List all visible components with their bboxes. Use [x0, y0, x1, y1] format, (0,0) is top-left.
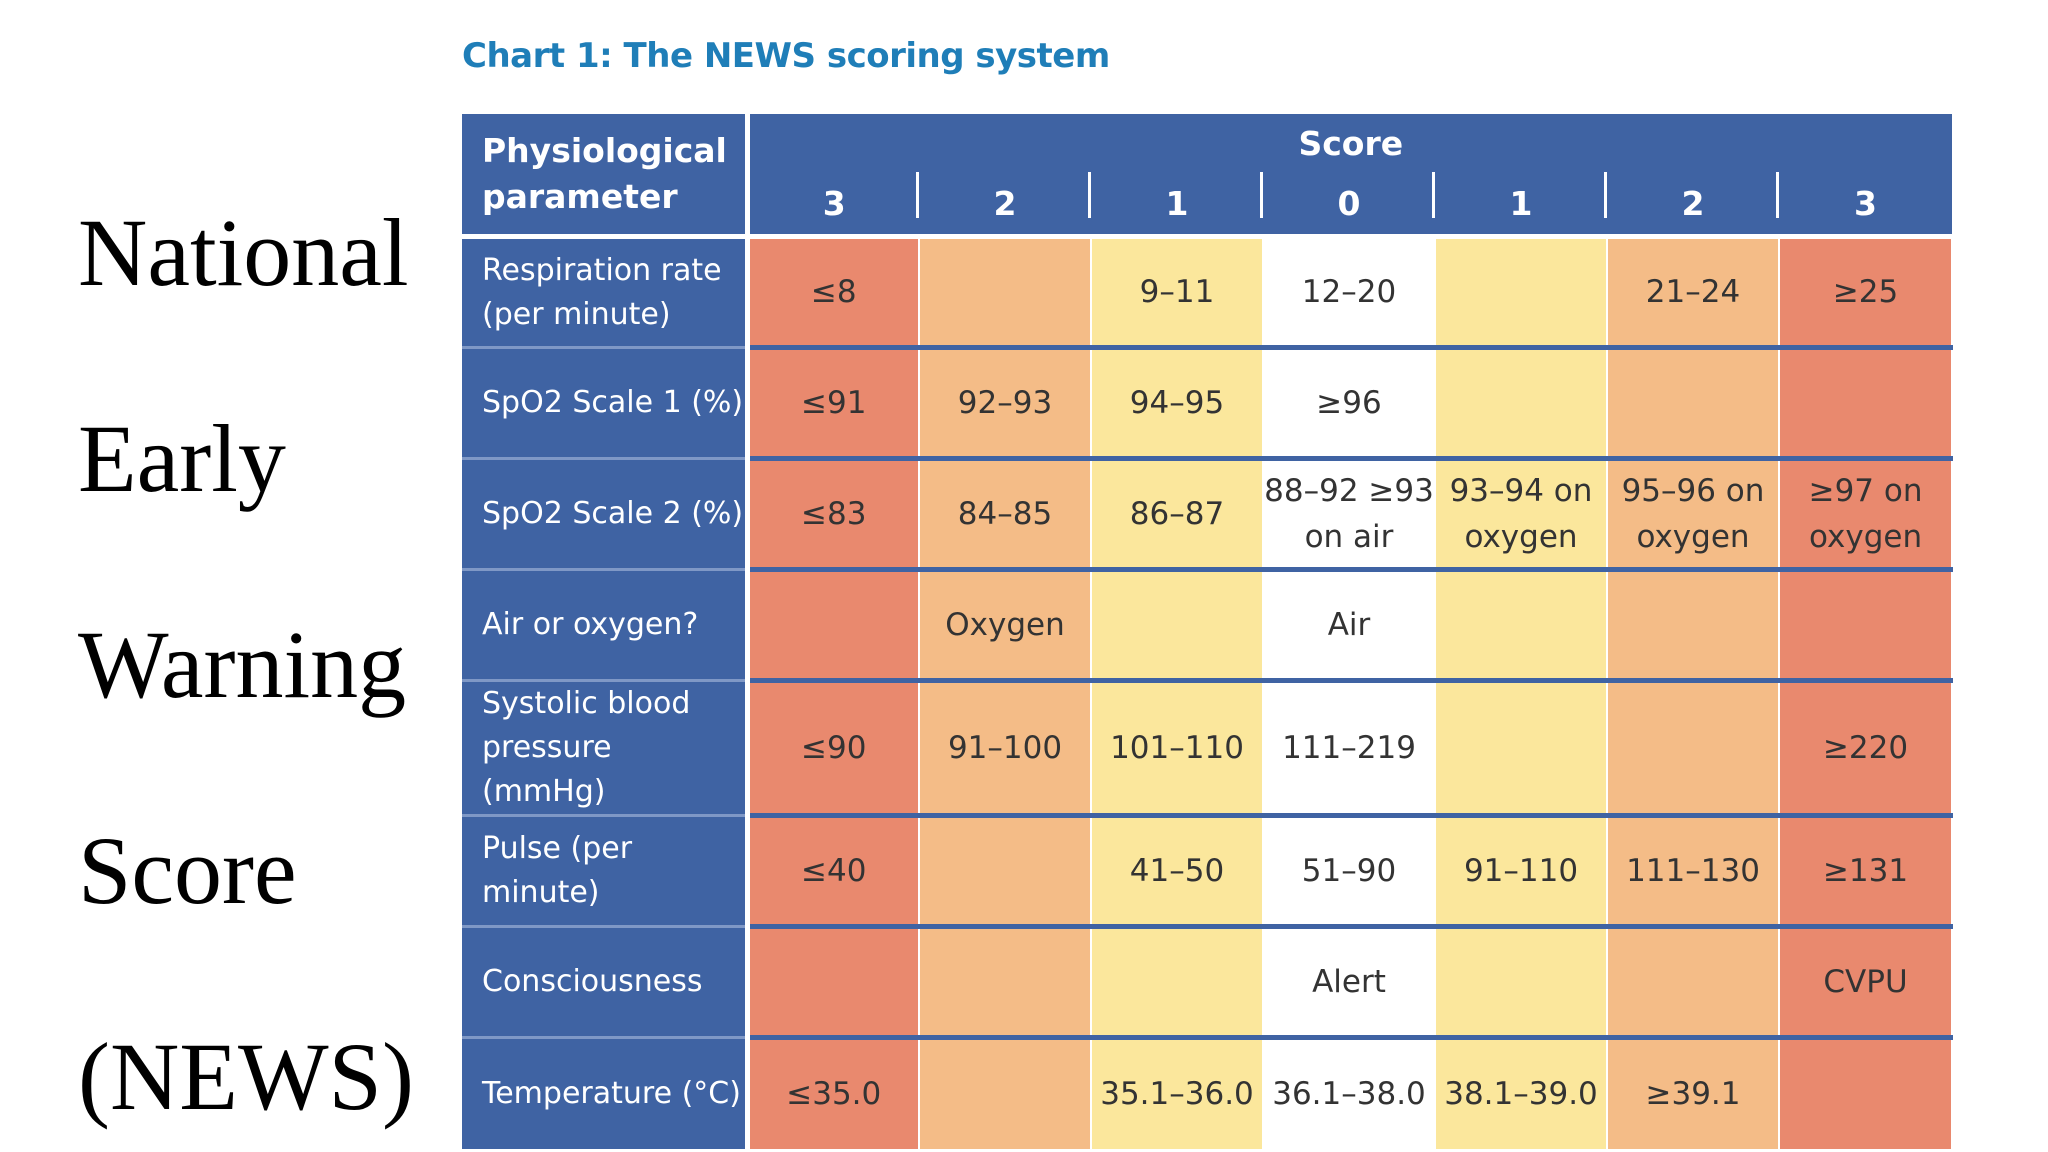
score-cell: [918, 1035, 1092, 1149]
score-cell: [1434, 234, 1608, 348]
side-title-line: (NEWS): [78, 1023, 414, 1130]
parameter-label: Air or oxygen?: [462, 568, 750, 681]
parameter-label: Temperature (°C): [462, 1036, 750, 1149]
score-cell: CVPU: [1777, 924, 1954, 1038]
score-cell: 92–93: [918, 345, 1092, 459]
score-cell: [1434, 345, 1608, 459]
score-cell: [1606, 678, 1780, 816]
score-cell: [918, 813, 1092, 927]
parameter-label: SpO2 Scale 1 (%): [462, 346, 750, 459]
score-cell: 84–85: [918, 456, 1092, 570]
score-cell: ≥96: [1262, 345, 1436, 459]
score-cell: 111–219: [1262, 678, 1436, 816]
score-cell: [918, 924, 1092, 1038]
score-cell: ≤90: [746, 678, 920, 816]
score-cell: [1606, 924, 1780, 1038]
score-cell: 111–130: [1606, 813, 1780, 927]
parameter-label: Systolic blood pressure (mmHg): [462, 679, 750, 816]
parameter-label: Consciousness: [462, 925, 750, 1038]
score-cell: [918, 234, 1092, 348]
header-score-column: 3: [747, 172, 919, 237]
score-cell: ≤83: [746, 456, 920, 570]
score-cell: 36.1–38.0: [1262, 1035, 1436, 1149]
header-score-column: 3: [1779, 172, 1953, 237]
parameter-label: SpO2 Scale 2 (%): [462, 457, 750, 570]
score-cell: [1777, 345, 1954, 459]
score-cell: ≥25: [1777, 234, 1954, 348]
table-row: Air or oxygen? Oxygen Air: [462, 567, 1954, 681]
score-cell: 35.1–36.0: [1090, 1035, 1264, 1149]
table-row: SpO2 Scale 2 (%) ≤83 84–85 86–87 88–92 ≥93 o…: [462, 456, 1954, 570]
table-row: Systolic blood pressure (mmHg) ≤90 91–100 1…: [462, 678, 1954, 816]
score-cell: 41–50: [1090, 813, 1264, 927]
score-cell: [1434, 924, 1608, 1038]
score-cell: ≥131: [1777, 813, 1954, 927]
score-cell: ≥220: [1777, 678, 1954, 816]
score-cell: ≤35.0: [746, 1035, 920, 1149]
score-cell: ≤8: [746, 234, 920, 348]
table-row: Respiration rate (per minute) ≤8 9–11 12–20…: [462, 234, 1954, 348]
score-cell: [1606, 567, 1780, 681]
parameter-label: Respiration rate (per minute): [462, 234, 750, 348]
table-row: Temperature (°C) ≤35.0 35.1–36.0 36.1–38.0 3…: [462, 1035, 1954, 1149]
score-cell: 101–110: [1090, 678, 1264, 816]
score-cell: ≤40: [746, 813, 920, 927]
score-cell: [1434, 567, 1608, 681]
news-scoring-table: Physiological parameter Score 3 2 1 0 1 …: [462, 114, 1954, 1149]
score-cell: 21–24: [1606, 234, 1780, 348]
score-cell: [1777, 567, 1954, 681]
side-title-line: Early: [78, 405, 286, 512]
score-cell: 38.1–39.0: [1434, 1035, 1608, 1149]
score-cell: [1434, 678, 1608, 816]
score-cell: [1090, 567, 1264, 681]
score-cell: 93–94 on oxygen: [1434, 456, 1608, 570]
score-cell: Air: [1262, 567, 1436, 681]
side-title: National Early Warning Score (NEWS): [78, 150, 438, 1152]
score-cell: [1606, 345, 1780, 459]
score-cell: 91–110: [1434, 813, 1608, 927]
score-cell: 86–87: [1090, 456, 1264, 570]
score-cell: Oxygen: [918, 567, 1092, 681]
score-cell: Alert: [1262, 924, 1436, 1038]
header-score-column: 2: [1607, 172, 1779, 237]
side-title-line: Warning: [78, 611, 407, 718]
score-cell: 9–11: [1090, 234, 1264, 348]
header-score: Score: [747, 114, 1953, 172]
side-title-line: National: [78, 199, 409, 306]
header-score-column: 0: [1263, 172, 1435, 237]
header-score-column: 1: [1435, 172, 1607, 237]
table-row: Pulse (per minute) ≤40 41–50 51–90 91–110 111…: [462, 813, 1954, 927]
parameter-label: Pulse (per minute): [462, 814, 750, 927]
table-row: Consciousness Alert CVPU: [462, 924, 1954, 1038]
score-cell: [746, 924, 920, 1038]
score-cell: 12–20: [1262, 234, 1436, 348]
header-score-column: 1: [1091, 172, 1263, 237]
score-cell: [1777, 1035, 1954, 1149]
score-cell: 88–92 ≥93 on air: [1262, 456, 1436, 570]
score-cell: [1090, 924, 1264, 1038]
chart-caption: Chart 1: The NEWS scoring system: [462, 36, 1110, 76]
score-cell: 94–95: [1090, 345, 1264, 459]
header-parameter: Physiological parameter: [462, 114, 750, 237]
score-cell: 95–96 on oxygen: [1606, 456, 1780, 570]
score-cell: ≥39.1: [1606, 1035, 1780, 1149]
score-cell: 91–100: [918, 678, 1092, 816]
score-cell: ≥97 on oxygen: [1777, 456, 1954, 570]
score-cell: 51–90: [1262, 813, 1436, 927]
score-cell: ≤91: [746, 345, 920, 459]
side-title-line: Score: [78, 817, 297, 924]
table-body: Respiration rate (per minute) ≤8 9–11 12–20…: [462, 234, 1954, 1149]
header-score-column: 2: [919, 172, 1091, 237]
table-row: SpO2 Scale 1 (%) ≤91 92–93 94–95 ≥96: [462, 345, 1954, 459]
score-cell: [746, 567, 920, 681]
